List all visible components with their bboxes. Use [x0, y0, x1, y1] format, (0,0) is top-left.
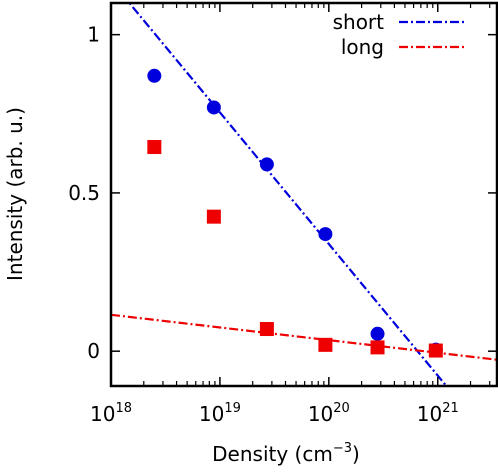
short-point-0	[147, 68, 162, 83]
short-point-1	[206, 100, 221, 115]
legend-label-long: long	[341, 35, 384, 59]
fit-lines	[111, 3, 497, 386]
tick-labels: 1018 1019 1020 1021 0 0.5 1	[68, 23, 459, 426]
long-point-5	[428, 343, 443, 358]
y-axis-label: Intensity (arb. u.)	[3, 107, 27, 281]
short-point-3	[318, 227, 333, 242]
long-point-2	[259, 322, 274, 337]
x-tick-label-1: 1019	[199, 401, 241, 426]
x-tick-label-3: 1021	[417, 401, 459, 426]
short-fit-line	[127, 3, 448, 386]
long-point-3	[318, 337, 333, 352]
x-tick-label-2: 1020	[308, 401, 350, 426]
y-tick-label-0: 0	[87, 339, 100, 363]
y-tick-label-1: 0.5	[68, 181, 100, 205]
legend-label-short: short	[333, 10, 385, 34]
axis-ticks	[110, 3, 497, 386]
long-point-4	[370, 340, 385, 355]
short-point-2	[259, 157, 274, 172]
x-tick-label-0: 1018	[90, 401, 132, 426]
short-point-4	[370, 326, 385, 341]
long-point-1	[206, 209, 221, 224]
x-axis-label: Density (cm−3)	[212, 441, 360, 466]
long-point-0	[147, 140, 162, 155]
y-tick-label-2: 1	[87, 23, 100, 47]
plot-frame	[109, 1, 498, 388]
data-markers	[147, 68, 443, 358]
